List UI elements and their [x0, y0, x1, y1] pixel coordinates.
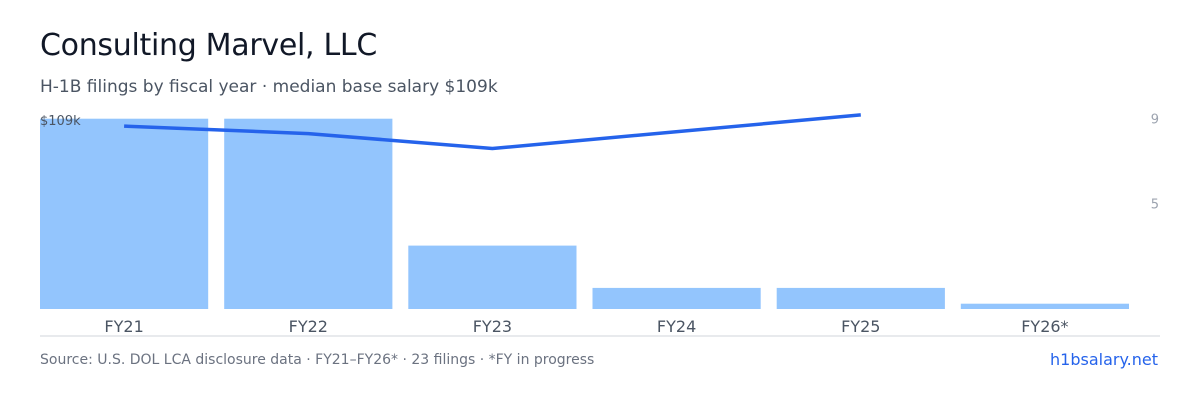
x-tick-label: FY24 — [657, 317, 696, 336]
right-axis-tick-label: 5 — [1151, 197, 1159, 212]
site-link[interactable]: h1bsalary.net — [1050, 350, 1158, 369]
left-axis-tick-label: $109k — [40, 114, 81, 129]
x-tick-label: FY25 — [841, 317, 880, 336]
bar-fy23 — [408, 245, 577, 309]
x-tick-label: FY22 — [289, 317, 328, 336]
bar-fy22 — [224, 118, 393, 309]
x-tick-label: FY26* — [1021, 317, 1068, 336]
labels-layer: FY21 FY22 FY23 FY24 FY25 FY26* $109k 9 5 — [40, 113, 1159, 336]
bars-layer — [40, 118, 1129, 309]
line-layer — [124, 113, 861, 151]
bar-fy25 — [776, 287, 945, 309]
salary-line — [124, 113, 861, 151]
bar-fy21 — [40, 118, 209, 309]
chart-title: Consulting Marvel, LLC — [40, 28, 377, 63]
bar-fy26 — [960, 303, 1129, 309]
x-tick-label: FY23 — [473, 317, 512, 336]
source-note: Source: U.S. DOL LCA disclosure data · F… — [40, 352, 595, 368]
right-axis-tick-label: 9 — [1151, 113, 1159, 128]
x-tick-label: FY21 — [104, 317, 143, 336]
chart-subtitle: H-1B filings by fiscal year · median bas… — [40, 77, 498, 97]
bar-fy24 — [592, 287, 761, 309]
